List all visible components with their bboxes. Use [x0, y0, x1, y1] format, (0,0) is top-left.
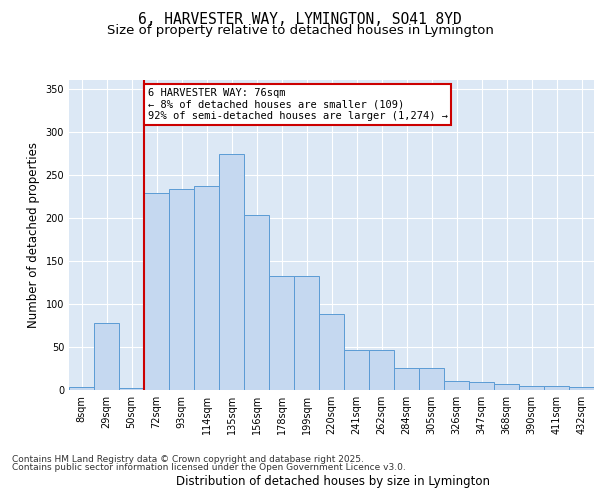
Bar: [194, 186, 219, 390]
Bar: [544, 386, 569, 390]
Bar: [394, 368, 419, 390]
Bar: [519, 386, 544, 390]
Y-axis label: Number of detached properties: Number of detached properties: [27, 142, 40, 328]
Bar: [269, 276, 294, 390]
Text: 6 HARVESTER WAY: 76sqm
← 8% of detached houses are smaller (109)
92% of semi-det: 6 HARVESTER WAY: 76sqm ← 8% of detached …: [148, 88, 448, 121]
Bar: [244, 215, 269, 390]
Text: 6, HARVESTER WAY, LYMINGTON, SO41 8YD: 6, HARVESTER WAY, LYMINGTON, SO41 8YD: [138, 12, 462, 28]
Bar: [219, 154, 244, 390]
Bar: [569, 388, 594, 390]
Bar: [69, 388, 94, 390]
Bar: [369, 350, 394, 390]
Bar: [419, 368, 444, 390]
Bar: [344, 350, 369, 390]
Bar: [319, 314, 344, 390]
Bar: [469, 382, 494, 390]
Bar: [169, 188, 194, 390]
Text: Contains public sector information licensed under the Open Government Licence v3: Contains public sector information licen…: [12, 462, 406, 471]
Text: Size of property relative to detached houses in Lymington: Size of property relative to detached ho…: [107, 24, 493, 37]
Bar: [494, 384, 519, 390]
Text: Contains HM Land Registry data © Crown copyright and database right 2025.: Contains HM Land Registry data © Crown c…: [12, 455, 364, 464]
Text: Distribution of detached houses by size in Lymington: Distribution of detached houses by size …: [176, 474, 490, 488]
Bar: [119, 388, 144, 390]
Bar: [444, 380, 469, 390]
Bar: [94, 323, 119, 390]
Bar: [144, 193, 169, 390]
Bar: [294, 276, 319, 390]
